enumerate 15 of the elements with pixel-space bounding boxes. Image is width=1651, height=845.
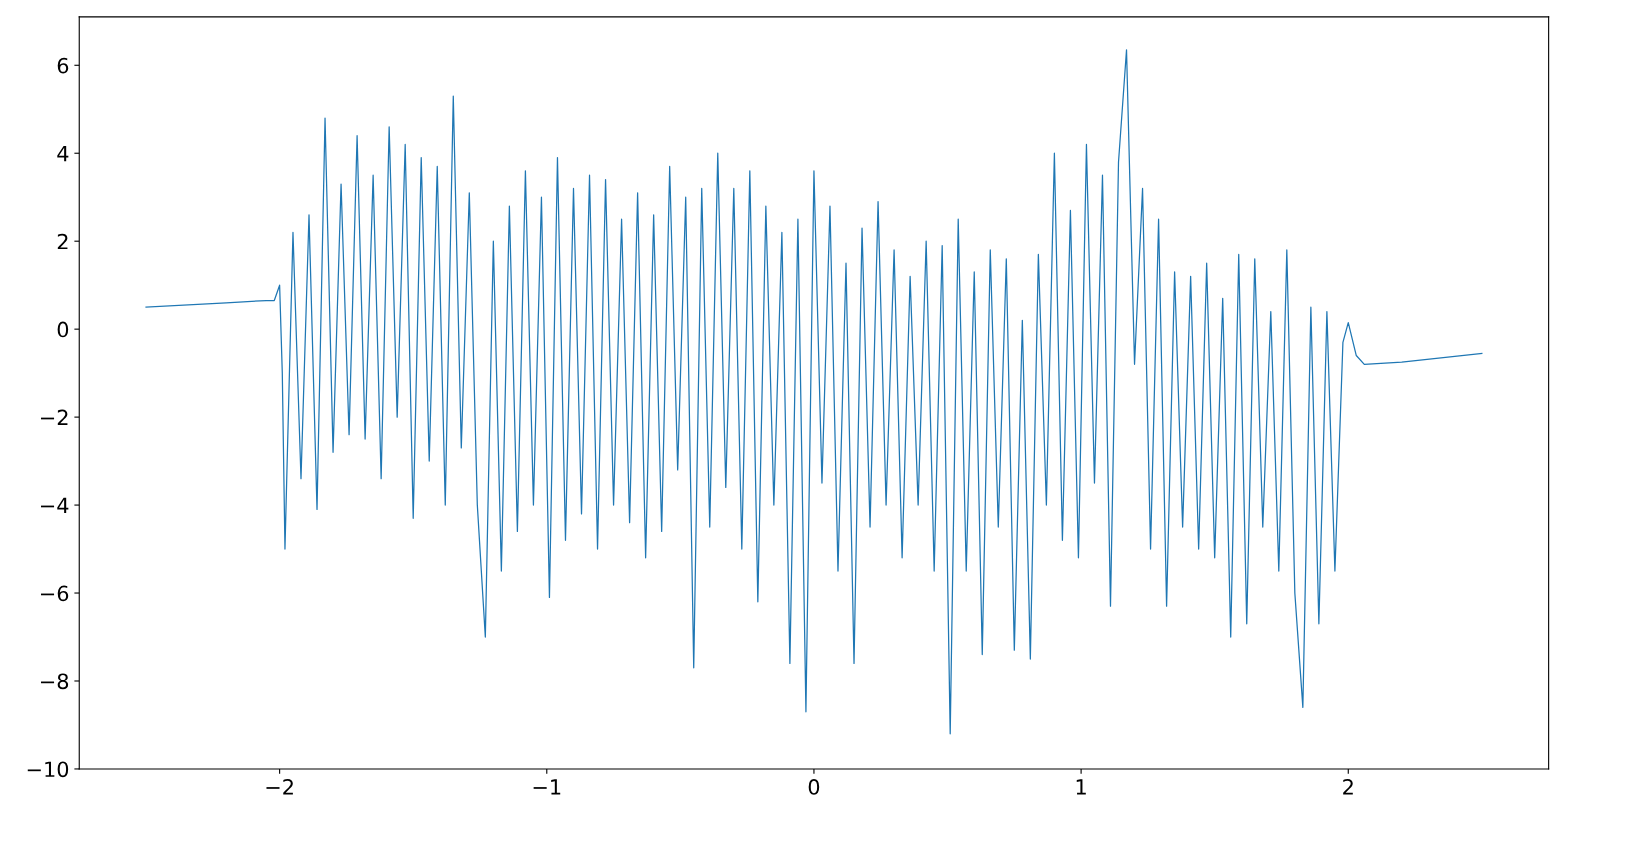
x-tick-label: −1 [533,779,561,795]
y-tick-label: −6 [41,585,69,602]
x-tick-label: 2 [1343,779,1353,795]
line-series [145,49,1483,735]
y-tick-label: 6 [57,57,69,74]
x-tick-label: 0 [808,779,820,795]
y-tick-label: −8 [41,673,69,690]
y-tick-label: 4 [57,145,69,162]
x-tick-label: 1 [1076,779,1086,795]
y-tick-label: −2 [41,409,68,426]
y-tick-label: 2 [57,233,68,250]
y-tick-label: −10 [27,761,69,778]
y-tick-label: 0 [57,321,69,338]
x-tick-label: −2 [266,779,293,795]
y-tick-label: −4 [41,497,69,513]
